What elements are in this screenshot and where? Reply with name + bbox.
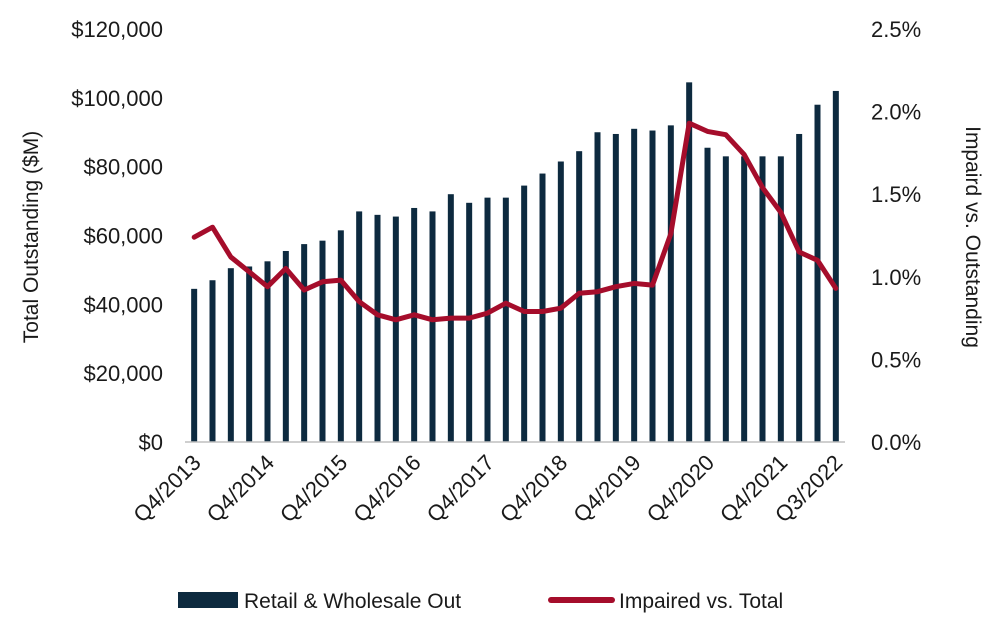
x-tick-label: Q4/2018 bbox=[495, 450, 572, 527]
bar-Q1/2016 bbox=[356, 211, 363, 442]
bar-Q4/2013 bbox=[191, 288, 198, 442]
left-tick-label: $20,000 bbox=[83, 361, 163, 386]
bar-Q4/2016 bbox=[411, 207, 418, 442]
x-axis-ticks: Q4/2013Q4/2014Q4/2015Q4/2016Q4/2017Q4/20… bbox=[128, 450, 847, 527]
bar-Q3/2014 bbox=[246, 266, 253, 442]
bar-Q3/2022 bbox=[832, 90, 839, 442]
line-layer bbox=[191, 120, 839, 323]
bar-Q3/2018 bbox=[539, 173, 546, 443]
left-tick-label: $0 bbox=[139, 430, 163, 455]
bar-Q1/2022 bbox=[796, 133, 803, 443]
bar-Q4/2021 bbox=[777, 156, 784, 442]
line-impaired-vs-total bbox=[191, 120, 839, 323]
left-axis-ticks: $0 $20,000 $40,000 $60,000 $80,000 $100,000 $1… bbox=[71, 17, 163, 455]
left-tick-label: $80,000 bbox=[83, 155, 163, 180]
left-tick-label: $100,000 bbox=[71, 86, 163, 111]
x-tick-label: Q4/2020 bbox=[642, 450, 719, 527]
bar-Q1/2021 bbox=[722, 156, 729, 442]
bar-Q2/2022 bbox=[814, 104, 821, 442]
legend-label-bars: Retail & Wholesale Out bbox=[244, 590, 461, 613]
bar-Q2/2016 bbox=[374, 214, 381, 442]
bar-Q3/2020 bbox=[686, 82, 693, 443]
right-tick-label: 1.0% bbox=[871, 265, 921, 290]
bar-Q4/2015 bbox=[337, 230, 344, 442]
legend: Retail & Wholesale Out Impaired vs. Tota… bbox=[178, 590, 783, 613]
bar-Q4/2018 bbox=[557, 161, 564, 443]
x-tick-label: Q4/2017 bbox=[422, 450, 499, 527]
bar-Q2/2014 bbox=[227, 268, 234, 442]
right-tick-label: 2.0% bbox=[871, 100, 921, 125]
bar-Q4/2014 bbox=[264, 261, 271, 442]
bar-Q3/2017 bbox=[466, 202, 473, 442]
bar-Q1/2019 bbox=[576, 151, 583, 442]
bar-Q1/2018 bbox=[502, 197, 509, 442]
bar-Q3/2015 bbox=[319, 240, 326, 442]
bar-Q2/2015 bbox=[301, 244, 308, 442]
legend-swatch-bars bbox=[178, 592, 238, 608]
bar-Q3/2021 bbox=[759, 156, 766, 442]
bar-Q4/2017 bbox=[484, 197, 491, 442]
bar-Q4/2020 bbox=[704, 147, 711, 443]
left-axis-title: Total Outstanding ($M) bbox=[20, 131, 43, 343]
x-tick-label: Q4/2014 bbox=[202, 450, 279, 527]
right-tick-label: 0.0% bbox=[871, 430, 921, 455]
right-tick-label: 0.5% bbox=[871, 347, 921, 372]
bar-Q2/2019 bbox=[594, 132, 601, 442]
left-tick-label: $40,000 bbox=[83, 292, 163, 317]
x-tick-label: Q4/2015 bbox=[275, 450, 352, 527]
bar-Q1/2014 bbox=[209, 280, 216, 442]
right-tick-label: 2.5% bbox=[871, 17, 921, 42]
left-tick-label: $120,000 bbox=[71, 17, 163, 42]
x-tick-label: Q4/2016 bbox=[348, 450, 425, 527]
right-axis-title: Impaird vs. Outstanding bbox=[961, 126, 984, 348]
bar-Q2/2020 bbox=[667, 125, 674, 442]
bar-Q1/2017 bbox=[429, 211, 436, 442]
bars-layer bbox=[191, 82, 839, 443]
bar-Q3/2016 bbox=[392, 216, 399, 442]
legend-label-line: Impaired vs. Total bbox=[619, 590, 783, 613]
x-tick-label: Q4/2019 bbox=[568, 450, 645, 527]
left-tick-label: $60,000 bbox=[83, 224, 163, 249]
x-tick-label: Q4/2013 bbox=[128, 450, 205, 527]
bar-Q1/2015 bbox=[282, 250, 289, 442]
right-tick-label: 1.5% bbox=[871, 182, 921, 207]
right-axis-ticks: 0.0% 0.5% 1.0% 1.5% 2.0% 2.5% bbox=[871, 17, 921, 455]
bar-Q2/2021 bbox=[741, 156, 748, 442]
